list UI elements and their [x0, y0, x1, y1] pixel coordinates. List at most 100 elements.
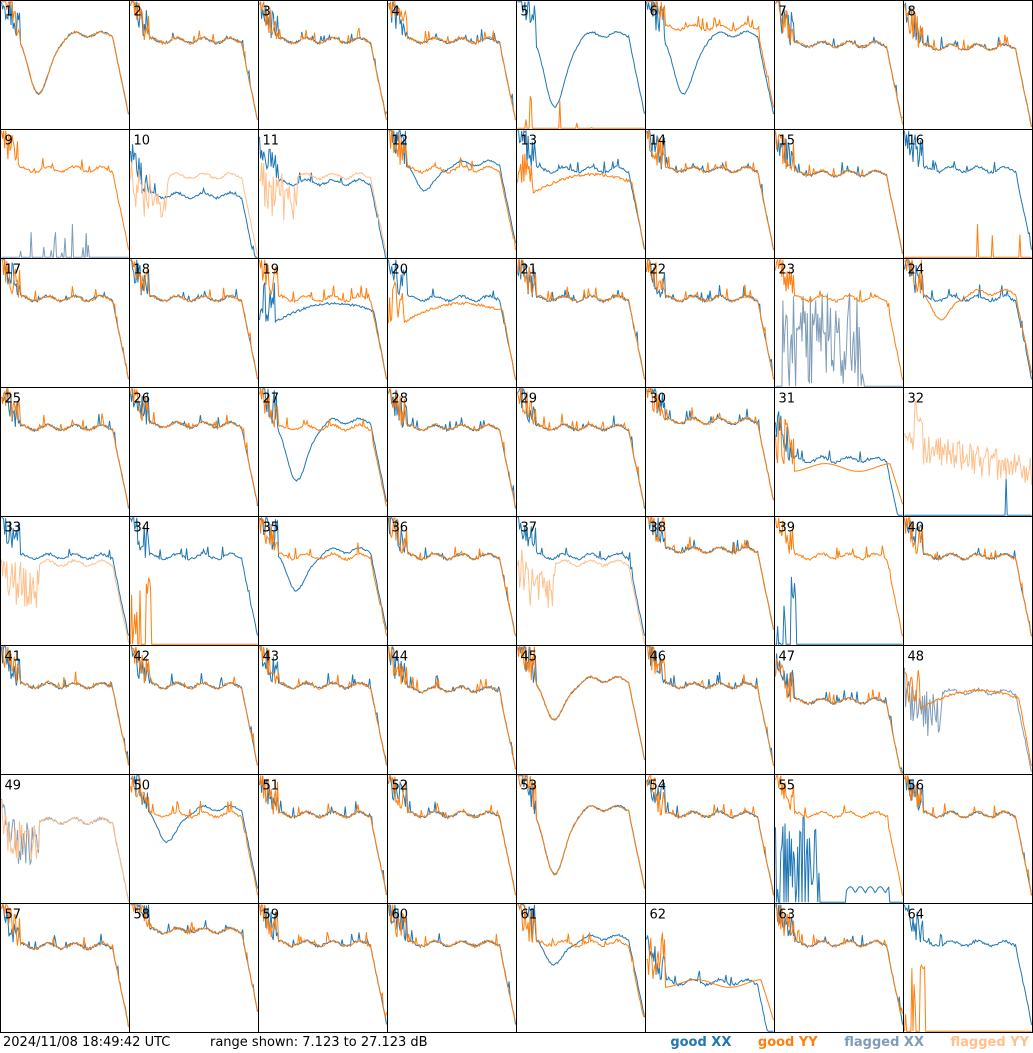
panel-label: 36 [392, 521, 409, 536]
series-xx-line [904, 130, 1032, 250]
panel-frame [258, 774, 388, 904]
panel-58: 58 [129, 903, 259, 1033]
panel-label: 60 [392, 908, 409, 923]
series-xx-line [775, 904, 903, 1025]
series-xx-line [130, 775, 258, 889]
series-yy-line [775, 657, 903, 774]
panel-label: 33 [5, 521, 22, 536]
panel-frame [387, 129, 517, 259]
panel-53: 53 [516, 774, 646, 904]
panel-17: 17 [0, 258, 130, 388]
series-xx-line [388, 130, 516, 244]
panel-10: 10 [129, 129, 259, 259]
series-yy-line [259, 259, 387, 380]
panel-label: 54 [650, 779, 667, 794]
panel-frame [903, 258, 1033, 388]
panel-frame [258, 129, 388, 259]
panel-label: 62 [650, 908, 667, 923]
panel-frame [516, 258, 646, 388]
panel-label: 15 [779, 134, 796, 149]
series-yy-line [517, 646, 645, 760]
panel-30: 30 [645, 386, 775, 517]
series-yy-line [130, 259, 258, 380]
series-yy-line [388, 388, 516, 507]
panel-43: 43 [258, 645, 388, 775]
panel-60: 60 [387, 903, 517, 1033]
panel-frame [0, 645, 130, 775]
panel-frame [387, 387, 517, 517]
series-xx-line [904, 667, 1032, 772]
panel-frame [129, 0, 259, 130]
series-xx-line [775, 411, 903, 516]
legend-flagged-xx: flagged XX [844, 1035, 924, 1050]
panel-frame [903, 0, 1033, 130]
panel-frame [645, 258, 775, 388]
panel-40: 40 [903, 516, 1033, 646]
series-xx-line [130, 1, 258, 120]
series-yy-line [130, 577, 258, 645]
panel-label: 38 [650, 521, 667, 536]
panel-frame [258, 903, 388, 1033]
series-yy-line [517, 259, 645, 380]
panel-label: 3 [263, 5, 271, 20]
panel-42: 42 [129, 645, 259, 775]
panel-label: 5 [521, 5, 529, 20]
series-yy-line [1, 259, 129, 380]
series-yy-line [130, 646, 258, 766]
series-yy-line [517, 904, 645, 1018]
panel-frame [387, 516, 517, 646]
panel-19: 19 [258, 258, 388, 388]
panel-22: 22 [645, 258, 775, 388]
panel-16: 16 [903, 129, 1033, 259]
panel-frame [516, 387, 646, 517]
series-yy-line [904, 4, 1032, 128]
panel-26: 26 [129, 387, 259, 517]
panel-label: 13 [521, 134, 538, 149]
panel-frame [774, 645, 904, 775]
panel-50: 50 [129, 774, 259, 904]
series-xx-line [775, 813, 903, 903]
panel-54: 54 [645, 774, 775, 904]
series-yy-line [130, 904, 258, 1012]
panel-frame [0, 0, 130, 130]
panel-62: 62 [645, 903, 775, 1033]
panel-label: 25 [5, 392, 22, 407]
panel-18: 18 [129, 258, 259, 388]
panel-label: 27 [263, 392, 280, 407]
series-yy-line [904, 670, 1032, 766]
panel-frame [774, 903, 904, 1033]
panel-2: 2 [129, 0, 259, 130]
series-yy-line [904, 224, 1032, 258]
panel-47: 47 [774, 645, 904, 775]
series-xx-line [904, 904, 1032, 1025]
panel-label: 34 [134, 521, 151, 536]
panel-frame [774, 516, 904, 646]
series-yy-line [646, 645, 774, 766]
panel-label: 50 [134, 779, 151, 794]
series-xx-line [904, 2, 1032, 127]
series-yy-line [130, 388, 258, 504]
series-yy-line [904, 773, 1032, 896]
panel-label: 29 [521, 392, 538, 407]
panel-frame [774, 0, 904, 130]
panel-frame [516, 645, 646, 775]
series-yy-line [388, 1, 516, 121]
panel-3: 3 [258, 0, 388, 130]
panel-label: 42 [134, 650, 151, 665]
panel-label: 2 [134, 5, 142, 20]
panel-frame [0, 258, 130, 388]
panel-61: 61 [516, 903, 646, 1033]
panel-37: 37 [516, 516, 646, 646]
series-xx-line [259, 775, 387, 895]
panel-label: 43 [263, 650, 280, 665]
panel-label: 58 [134, 908, 151, 923]
panel-44: 44 [387, 645, 517, 775]
legend: good XX good YY flagged XX flagged YY [648, 1033, 1029, 1053]
panel-label: 12 [392, 134, 409, 149]
legend-good-yy: good YY [757, 1035, 818, 1050]
series-yy-line [259, 1, 387, 121]
series-xx-line [775, 292, 903, 387]
panel-label: 6 [650, 5, 658, 20]
series-yy-line [1, 799, 129, 902]
series-yy-line [1, 646, 129, 766]
